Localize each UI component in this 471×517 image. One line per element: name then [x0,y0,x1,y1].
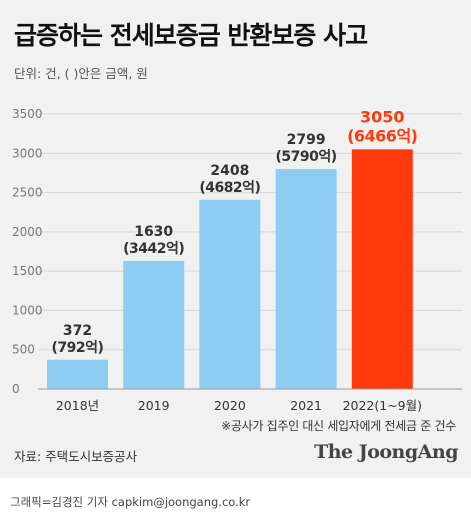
amount-label: (4682억) [199,180,260,196]
x-tick-label: 2022(1~9월) [343,398,422,413]
x-tick-label: 2018년 [56,398,99,413]
value-label: 1630 [134,224,173,240]
bar [199,199,261,389]
bar [351,149,413,389]
footnote: ※공사가 집주인 대신 세입자에게 전세금 준 건수 [221,419,456,433]
x-tick-label: 2020 [214,398,246,413]
y-tick-label: 500 [12,343,35,357]
y-tick-label: 3000 [12,146,43,160]
y-tick-label: 2500 [12,186,43,200]
amount-label: (3442억) [123,241,184,257]
graphic-credit: 그래픽=김경진 기자 capkim@joongang.co.kr [10,495,251,509]
y-tick-label: 1000 [12,303,43,317]
y-tick-label: 0 [12,382,20,396]
publisher-logo: The JoongAng [314,441,458,463]
x-tick-label: 2019 [138,398,170,413]
chart-card: 급증하는 전세보증금 반환보증 사고 단위: 건, ( )안은 금액, 원 0 5… [0,0,471,478]
value-label: 2408 [210,163,249,179]
bar [123,260,185,389]
bar [275,169,337,389]
y-tick-label: 2000 [12,225,43,239]
x-tick-label: 2021 [290,398,322,413]
amount-label: (5790억) [276,149,337,165]
value-label: 2799 [287,132,326,148]
bar [47,359,108,389]
value-label: 372 [63,323,92,339]
chart-title: 급증하는 전세보증금 반환보증 사고 [14,21,368,50]
bar-chart: 0 500 1000 1500 2000 2500 3000 3500 372(792억) 201… [12,107,462,413]
amount-label: (792억) [52,340,104,356]
y-tick-label: 1500 [12,264,43,278]
amount-label: (6466억) [347,126,417,145]
y-tick-label: 3500 [12,107,43,121]
value-label: 3050 [360,107,405,126]
source-label: 자료: 주택도시보증공사 [14,449,138,464]
unit-label: 단위: 건, ( )안은 금액, 원 [14,66,148,81]
